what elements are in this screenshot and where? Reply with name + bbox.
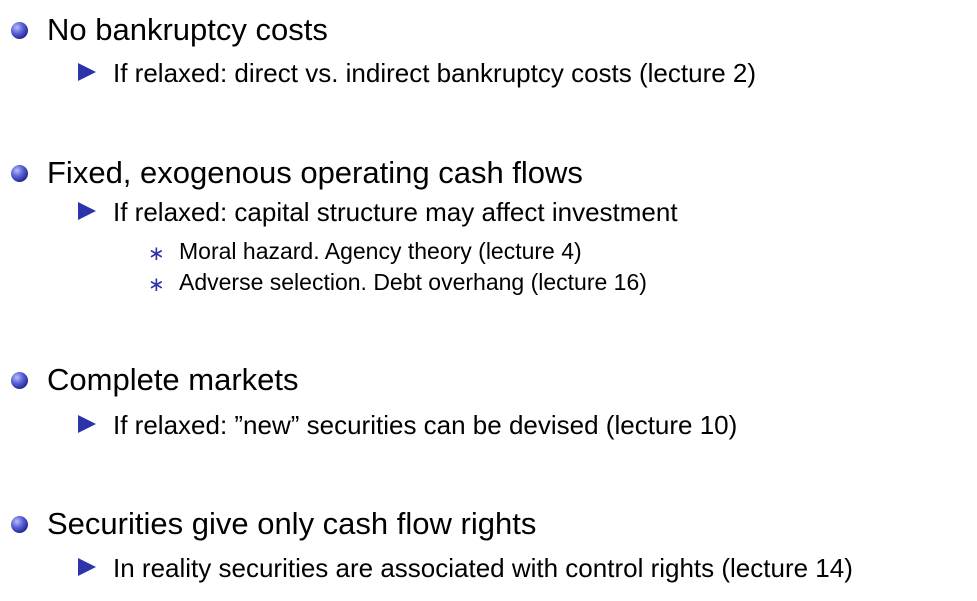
sub-bullet-text: In reality securities are associated wit… bbox=[113, 553, 853, 583]
bullet-text: No bankruptcy costs bbox=[47, 12, 328, 47]
triangle-bullet-icon bbox=[78, 558, 96, 576]
ball-bullet-icon bbox=[11, 165, 28, 182]
ball-bullet-icon bbox=[11, 516, 28, 533]
bullet-text: Fixed, exogenous operating cash flows bbox=[47, 155, 583, 190]
asterisk-bullet-icon: ∗ bbox=[148, 241, 165, 265]
sub-bullet-text: If relaxed: direct vs. indirect bankrupt… bbox=[113, 58, 757, 88]
ball-bullet-icon bbox=[11, 22, 28, 39]
triangle-bullet-icon bbox=[78, 63, 96, 81]
bullet-text: Securities give only cash flow rights bbox=[47, 506, 537, 541]
sub-bullet-text: If relaxed: ”new” securities can be devi… bbox=[113, 410, 738, 440]
triangle-bullet-icon bbox=[78, 415, 96, 433]
asterisk-bullet-icon: ∗ bbox=[148, 272, 165, 296]
triangle-bullet-icon bbox=[78, 202, 96, 220]
sub-sub-bullet-text: Adverse selection. Debt overhang (lectur… bbox=[179, 269, 647, 295]
ball-bullet-icon bbox=[11, 372, 28, 389]
sub-sub-bullet-text: Moral hazard. Agency theory (lecture 4) bbox=[179, 238, 582, 264]
bullet-text: Complete markets bbox=[47, 362, 299, 397]
sub-bullet-text: If relaxed: capital structure may affect… bbox=[113, 197, 678, 227]
